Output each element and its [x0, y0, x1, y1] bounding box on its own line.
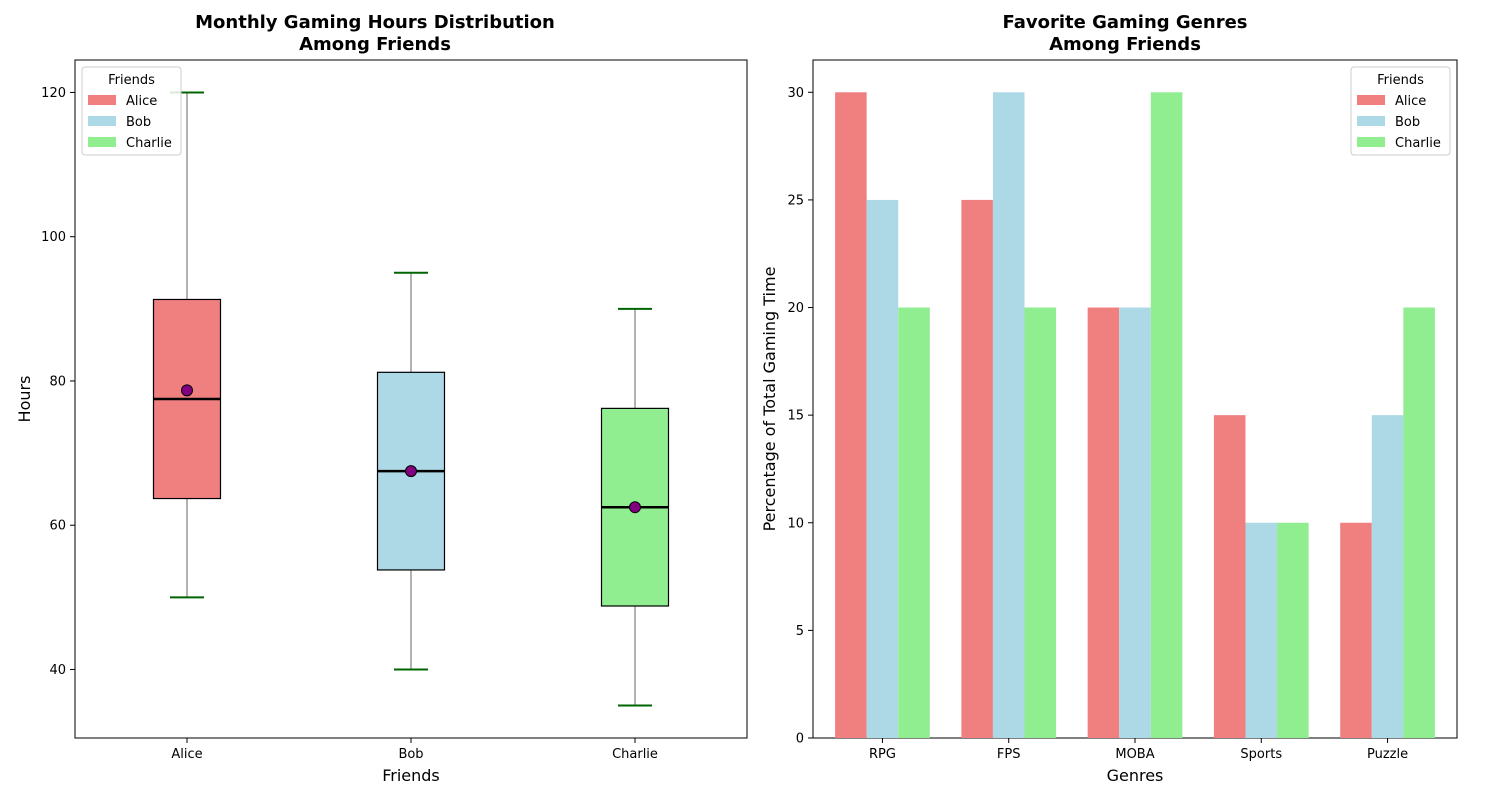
- bar-charlie-moba: [1150, 92, 1183, 739]
- bar-alice-fps: [961, 199, 993, 738]
- x-tick-label: Sports: [1240, 747, 1282, 762]
- y-axis-label: Percentage of Total Gaming Time: [760, 267, 779, 532]
- boxplot-canvas: 40 60 80 100 120 Alice Bob Charlie Friends Hours F…: [15, 59, 748, 785]
- legend-label: Alice: [126, 94, 157, 109]
- y-tick-label: 10: [787, 516, 804, 531]
- barchart-chart: Favorite Gaming Genres Among Friends 0 5 1…: [750, 0, 1500, 800]
- y-tick-label: 30: [787, 86, 804, 101]
- legend-box: [1350, 66, 1451, 156]
- mean-marker: [405, 465, 417, 478]
- y-tick-label: 40: [49, 663, 66, 678]
- legend: Friends Alice Bob Charlie: [1350, 66, 1451, 156]
- legend-label: Bob: [1395, 115, 1420, 130]
- legend: Friends Alice Bob Charlie: [81, 66, 182, 156]
- bar-alice-rpg: [835, 92, 867, 739]
- legend-box: [81, 66, 182, 156]
- y-tick-label: 25: [787, 193, 804, 208]
- y-tick-label: 100: [41, 230, 66, 245]
- x-tick-label: Alice: [171, 747, 202, 762]
- legend-label: Alice: [1395, 94, 1426, 109]
- legend-swatch: [1357, 116, 1385, 126]
- legend-swatch: [88, 137, 116, 147]
- y-tick-label: 0: [796, 732, 804, 747]
- y-tick-label: 80: [49, 374, 66, 389]
- bar-alice-puzzle: [1340, 522, 1372, 738]
- bar-bob-fps: [992, 92, 1025, 739]
- barchart-title: Favorite Gaming Genres Among Friends: [750, 12, 1500, 56]
- legend-title: Friends: [108, 73, 155, 88]
- x-tick-label: RPG: [869, 747, 896, 762]
- boxplot-title: Monthly Gaming Hours Distribution Among …: [0, 12, 750, 56]
- barchart-title-line1: Favorite Gaming Genres: [1002, 12, 1248, 33]
- boxplot-title-line1: Monthly Gaming Hours Distribution: [195, 12, 555, 33]
- barchart-canvas: 0 5 10 15 20 25 30 RPG FPS MOBA Sports Puzzle Genres…: [760, 59, 1458, 785]
- boxplot-chart: Monthly Gaming Hours Distribution Among …: [0, 12, 750, 785]
- x-tick-label: Charlie: [612, 747, 658, 762]
- x-axis-label: Friends: [382, 766, 440, 785]
- bar-bob-rpg: [866, 199, 899, 738]
- mean-marker: [629, 501, 641, 514]
- legend-title: Friends: [1377, 73, 1424, 88]
- y-tick-label: 120: [41, 86, 66, 101]
- x-tick-label: Puzzle: [1367, 747, 1408, 762]
- bar-charlie-fps: [1024, 307, 1057, 738]
- x-tick-label: MOBA: [1115, 747, 1154, 762]
- legend-swatch: [1357, 137, 1385, 147]
- y-tick-label: 15: [787, 409, 804, 424]
- y-axis-label: Hours: [15, 376, 34, 423]
- y-tick-label: 20: [787, 301, 804, 316]
- legend-swatch: [1357, 95, 1385, 105]
- bar-charlie-rpg: [898, 307, 930, 738]
- legend-label: Charlie: [126, 136, 172, 151]
- bar-bob-puzzle: [1371, 415, 1404, 738]
- legend-label: Charlie: [1395, 136, 1441, 151]
- bar-charlie-puzzle: [1403, 307, 1435, 738]
- y-tick-label: 5: [796, 624, 804, 639]
- bar-alice-sports: [1213, 415, 1246, 738]
- x-tick-label: Bob: [398, 747, 423, 762]
- bar-bob-moba: [1119, 307, 1151, 738]
- x-tick-label: FPS: [997, 747, 1021, 762]
- bar-charlie-sports: [1277, 522, 1309, 738]
- barchart-title-line2: Among Friends: [1049, 34, 1201, 55]
- boxplot-title-line2: Among Friends: [299, 34, 451, 55]
- legend-swatch: [88, 116, 116, 126]
- y-tick-label: 60: [49, 519, 66, 534]
- bar-alice-moba: [1087, 307, 1120, 738]
- x-axis-label: Genres: [1107, 766, 1164, 785]
- bar-bob-sports: [1245, 522, 1278, 738]
- legend-swatch: [88, 95, 116, 105]
- legend-label: Bob: [126, 115, 151, 130]
- mean-marker: [181, 384, 193, 397]
